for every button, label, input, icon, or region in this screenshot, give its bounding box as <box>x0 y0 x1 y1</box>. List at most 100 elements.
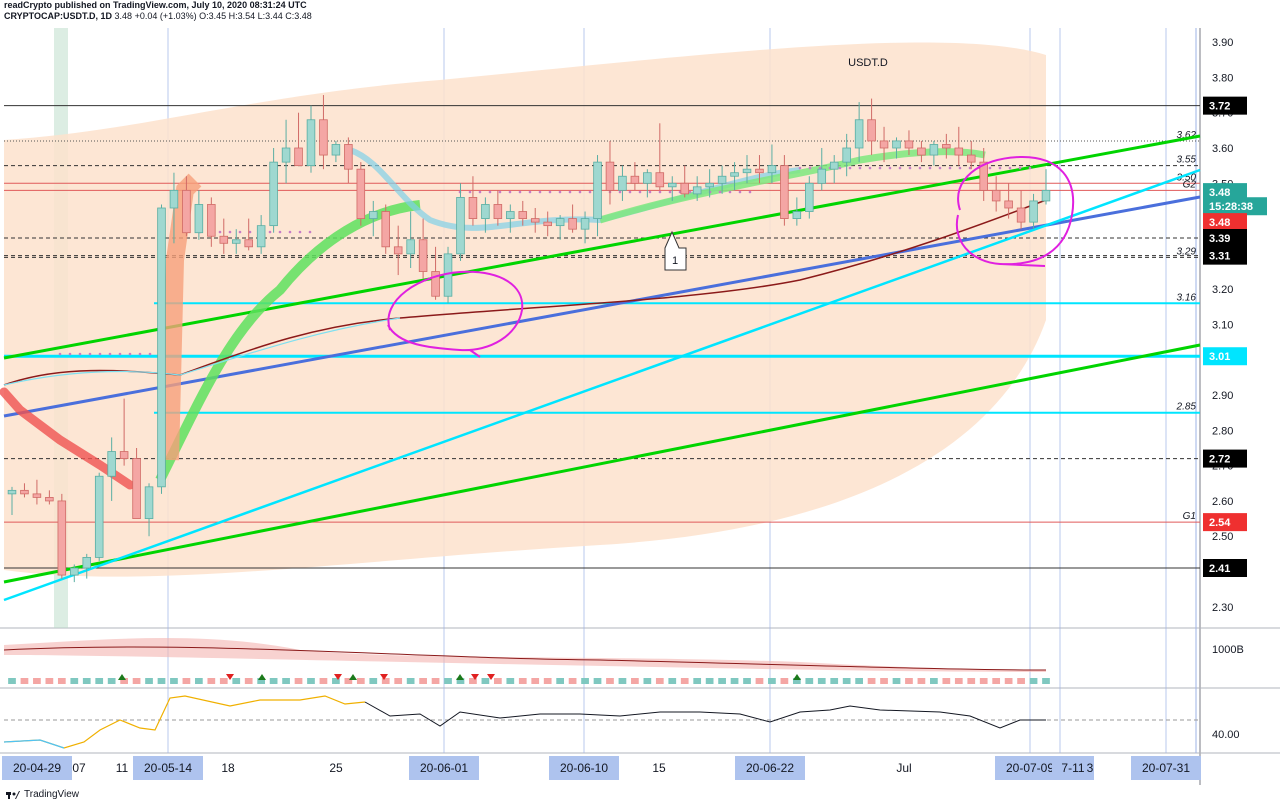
volume-bar <box>70 678 79 684</box>
candle-body <box>692 186 702 195</box>
x-tick-label: Jul <box>896 761 911 775</box>
marker-dot <box>898 166 902 170</box>
volume-bar <box>718 678 726 684</box>
price-tag <box>1203 229 1247 247</box>
price-tag-label: 2.41 <box>1209 563 1230 575</box>
price-tag <box>1203 197 1267 216</box>
x-tick-label: 20-04-29 <box>13 761 61 775</box>
price-tag <box>1203 246 1247 265</box>
marker-dot <box>688 190 692 194</box>
candle-body <box>356 168 366 219</box>
x-tick-label: 25 <box>329 761 343 775</box>
candle-body <box>580 218 590 230</box>
trendline-green-upper <box>3 134 1201 360</box>
marker-dot <box>228 230 232 234</box>
volume-bar <box>307 678 315 684</box>
marker-dot <box>638 190 642 194</box>
marker-dot <box>858 166 862 170</box>
price-tag-label: 3.31 <box>1209 251 1230 263</box>
candle-body <box>132 458 141 519</box>
price-tag-label: 3.48 <box>1209 217 1230 229</box>
candle-body <box>668 182 677 188</box>
price-tag <box>1203 559 1247 577</box>
x-tick-label: 3 <box>1087 761 1094 775</box>
candle-body <box>705 182 714 188</box>
y-tick-label: 2.30 <box>1212 602 1233 614</box>
signal-triangle <box>471 674 479 680</box>
volume-bar <box>170 678 178 684</box>
marker-dot <box>118 352 122 356</box>
level-label: G1 <box>1183 511 1196 522</box>
candle-body <box>942 144 951 149</box>
candle-body <box>904 140 914 149</box>
level-label: 3.16 <box>1177 292 1197 303</box>
candle-body <box>144 486 154 519</box>
price-tag <box>1203 513 1247 532</box>
ma-line-cyan <box>3 317 401 386</box>
marker-dot <box>878 166 882 170</box>
trendline-blue <box>3 195 1201 418</box>
marker-dot <box>588 190 592 194</box>
signal-triangle <box>380 674 388 680</box>
volume-bar <box>892 678 901 684</box>
volume-bar <box>120 678 128 684</box>
volume-bar <box>568 678 577 684</box>
candle-body <box>194 204 204 234</box>
footer-brand[interactable]: TradingView <box>6 789 79 800</box>
volume-bar <box>930 678 938 684</box>
candle-body <box>281 147 291 163</box>
y-tick-label: 3.80 <box>1212 72 1233 84</box>
volume-bar <box>356 678 365 684</box>
volume-bar <box>33 678 41 684</box>
marker-dot <box>928 166 932 170</box>
volume-bar <box>182 678 191 684</box>
marker-dot <box>308 230 312 234</box>
candle-body <box>979 161 988 191</box>
candle-body <box>568 218 577 230</box>
marker-dot <box>838 166 842 170</box>
volume-bar <box>680 678 689 684</box>
price-tag <box>1203 183 1247 202</box>
volume-bar <box>493 678 502 684</box>
volume-bar <box>1017 678 1025 684</box>
signal-triangle <box>258 674 266 680</box>
marker-dot <box>938 166 942 170</box>
volume-bar <box>992 678 1001 684</box>
marker-dot <box>518 190 522 194</box>
candle-body <box>879 140 889 149</box>
candle-body <box>119 451 129 459</box>
ohlc-values: O:3.45 H:3.54 L:3.44 C:3.48 <box>199 11 312 21</box>
volume-bar <box>556 678 565 684</box>
publisher-line: readCrypto published on TradingView.com,… <box>4 0 307 10</box>
volume-bar <box>880 678 888 684</box>
candle-body <box>643 172 652 184</box>
marker-dot <box>108 352 112 356</box>
marker-dot <box>738 190 742 194</box>
oscillator-line-yellow <box>3 695 366 749</box>
volume-bar <box>593 678 602 684</box>
ma-ribbon-green-2 <box>598 148 986 224</box>
marker-dot <box>728 190 732 194</box>
signal-triangle <box>118 674 126 680</box>
candle-body <box>431 271 440 297</box>
last-price: 3.48 <box>114 11 133 21</box>
volume-bar <box>606 678 614 684</box>
symbol-name: CRYPTOCAP:USDT.D, 1D <box>4 11 113 21</box>
volume-bar <box>381 678 390 684</box>
signal-triangle <box>456 674 464 680</box>
candle-body <box>20 489 29 495</box>
marker-dot <box>1008 166 1012 170</box>
x-tick-label: 11 <box>116 761 129 775</box>
price-tag <box>1203 449 1247 468</box>
candle-body <box>1016 207 1026 223</box>
marker-dot <box>918 166 922 170</box>
volume-bar <box>219 678 228 684</box>
y-tick-label: 2.60 <box>1212 496 1233 508</box>
candle-body <box>294 147 303 167</box>
volume-bar <box>132 678 141 684</box>
volume-bar <box>705 678 714 684</box>
volume-bar <box>768 678 776 684</box>
candle-body <box>805 182 814 212</box>
candle-body <box>94 475 104 558</box>
